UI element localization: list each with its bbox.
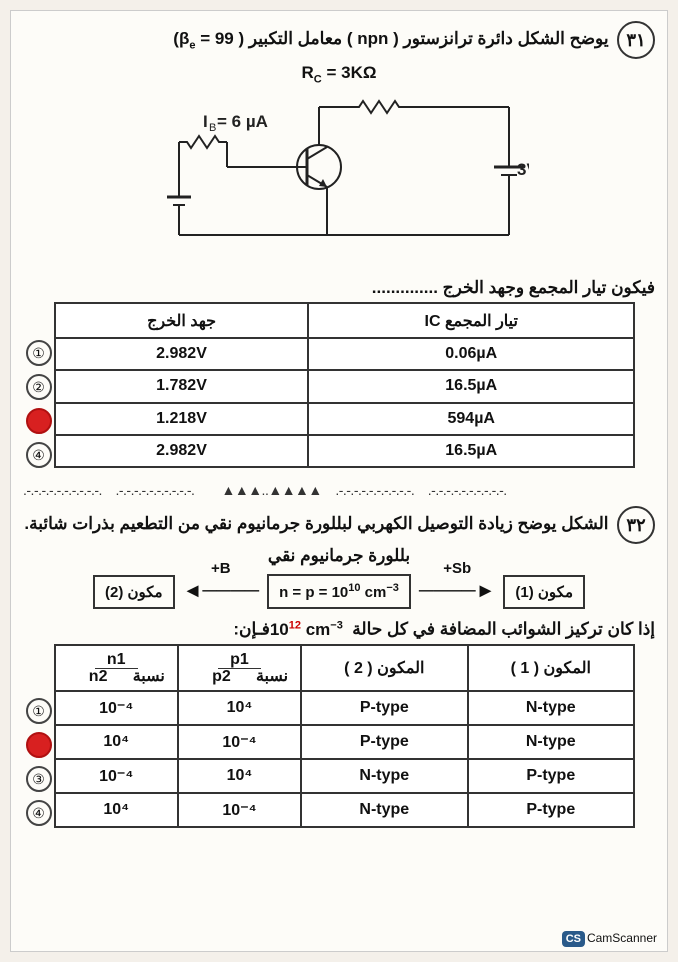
q32: ٣٢ الشكل يوضح زيادة التوصيل الكهربي لبلل…	[23, 506, 655, 836]
component-1-box: مكون (1)	[503, 575, 585, 609]
table-row: 16.5µA2.982V	[55, 435, 634, 467]
q31-header-ic: تيار المجمع IC	[308, 303, 634, 337]
table-row: 0.06µA2.982V	[55, 338, 634, 370]
q32-number: ٣٢	[617, 506, 655, 544]
option-4[interactable]: ④	[26, 442, 52, 468]
q32-diagram: مكون (2) +B ◄──── n = p = 1010 cm−3 +Sb …	[23, 574, 655, 609]
q32-h-comp2: المكون ( 2 )	[301, 645, 467, 691]
svg-text:3V: 3V	[517, 160, 529, 179]
q32-table: المكون ( 1 ) المكون ( 2 ) p1 نسبة p2 n1 …	[54, 644, 635, 828]
arrow-right: +Sb ────►	[419, 580, 495, 603]
page: ٣١ يوضح الشكل دائرة ترانزستور ( npn ) مع…	[10, 10, 668, 952]
q32-h-ratio-p: p1 نسبة p2	[178, 645, 301, 691]
q31-text: يوضح الشكل دائرة ترانزستور ( npn ) معامل…	[173, 29, 608, 48]
q31-header-vout: جهد الخرج	[55, 303, 309, 337]
option-3-selected[interactable]: ●	[26, 408, 52, 434]
q31-options: ① ② ● ④	[26, 302, 50, 476]
separator: .-.-.-.-.-.-.-.-.-.-. .-.-.-.-.-.-.-.-.-…	[23, 482, 655, 498]
svg-text:I: I	[203, 112, 208, 131]
q31-number: ٣١	[617, 21, 655, 59]
q32-options: ① ● ③ ④	[26, 644, 50, 836]
svg-text:= 6 µA: = 6 µA	[217, 112, 268, 131]
table-row: P-typeN-type10⁻⁴10⁴	[55, 793, 634, 827]
center-box: n = p = 1010 cm−3	[267, 574, 411, 609]
option-2-selected[interactable]: ●	[26, 732, 52, 758]
q31-result-line: فيكون تيار المجمع وجهد الخرج ...........…	[23, 278, 655, 298]
q31-table-wrapper: تيار المجمع IC جهد الخرج 0.06µA2.982V 16…	[23, 302, 655, 476]
q32-subtitle: بللورة جرمانيوم نقي	[23, 546, 655, 566]
option-4[interactable]: ④	[26, 800, 52, 826]
q32-condition: إذا كان تركيز الشوائب المضافة في كل حالة…	[23, 619, 655, 640]
table-row: 594µA1.218V	[55, 403, 634, 435]
table-row: P-typeN-type10⁴10⁻⁴	[55, 759, 634, 793]
option-1[interactable]: ①	[26, 340, 52, 366]
q32-h-comp1: المكون ( 1 )	[468, 645, 634, 691]
q31-table: تيار المجمع IC جهد الخرج 0.06µA2.982V 16…	[54, 302, 635, 468]
arrow-left: +B ◄────	[183, 580, 259, 603]
q32-table-wrapper: المكون ( 1 ) المكون ( 2 ) p1 نسبة p2 n1 …	[23, 644, 655, 836]
svg-text:B: B	[209, 122, 216, 134]
table-row: N-typeP-type10⁻⁴10⁴	[55, 725, 634, 759]
circuit-svg: 3V	[149, 87, 529, 267]
circuit-diagram: RC = 3KΩ 3V	[23, 63, 655, 272]
option-2[interactable]: ②	[26, 374, 52, 400]
q32-h-ratio-n: n1 نسبة n2	[55, 645, 178, 691]
camscanner-watermark: CSCamScanner	[562, 931, 657, 945]
q31: ٣١ يوضح الشكل دائرة ترانزستور ( npn ) مع…	[23, 21, 655, 476]
option-3[interactable]: ③	[26, 766, 52, 792]
cs-badge: CS	[562, 931, 585, 947]
table-row: N-typeP-type10⁴10⁻⁴	[55, 691, 634, 725]
component-2-box: مكون (2)	[93, 575, 175, 609]
q32-text: الشكل يوضح زيادة التوصيل الكهربي لبللورة…	[24, 515, 608, 534]
table-row: 16.5µA1.782V	[55, 370, 634, 402]
option-1[interactable]: ①	[26, 698, 52, 724]
